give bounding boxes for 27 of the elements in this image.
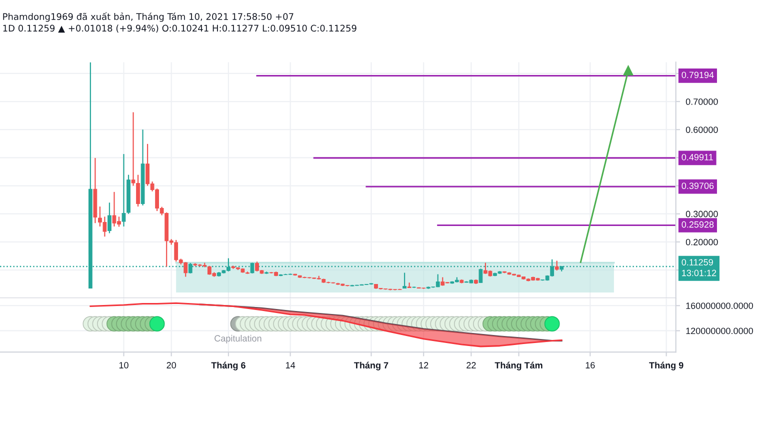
chart-title: Phamdong1969 đã xuất bản, Tháng Tám 10, 2021 17:58:50 +07 <box>3 12 294 22</box>
candlestick <box>108 202 112 234</box>
x-tick-label: 16 <box>586 362 595 368</box>
data-label: 0.39706 <box>682 182 714 190</box>
annotation: Capitulation <box>214 334 262 344</box>
candlestick <box>554 260 559 272</box>
x-tick-label: 20 <box>166 362 176 368</box>
y-tick-label: 160000000.0000 <box>686 302 753 309</box>
data-label: 0.49911 <box>682 154 713 160</box>
y-tick-label: 120000000.0000 <box>686 328 753 334</box>
x-tick-label: 14 <box>286 362 296 368</box>
y-tick-label: 0.20000 <box>686 238 718 246</box>
x-tick-label: Tháng Tám <box>494 362 542 370</box>
candlestick <box>402 272 406 290</box>
x-tick-label: Tháng 7 <box>354 362 388 370</box>
data-label: 0.25928 <box>682 221 714 228</box>
x-tick-label: Tháng 6 <box>211 362 246 370</box>
x-tick-label: 22 <box>466 362 476 368</box>
chart-subtitle: 1D 0.11259 ▲ +0.01018 (+9.94%) O:0.10241 H:0.11277 L:0.09510 C:0.11259 <box>3 24 356 33</box>
x-tick-label: Tháng 9 <box>649 362 684 370</box>
data-label: 0.79194 <box>682 72 714 78</box>
x-tick-label: 12 <box>419 362 428 368</box>
x-tick-label: 10 <box>119 362 128 368</box>
y-tick-label: 0.70000 <box>686 98 718 105</box>
y-tick-label: 0.60000 <box>686 126 718 133</box>
y-tick-label: 0.30000 <box>686 210 718 218</box>
ref-line-label: 0.11259 13:01:12 <box>682 259 716 276</box>
